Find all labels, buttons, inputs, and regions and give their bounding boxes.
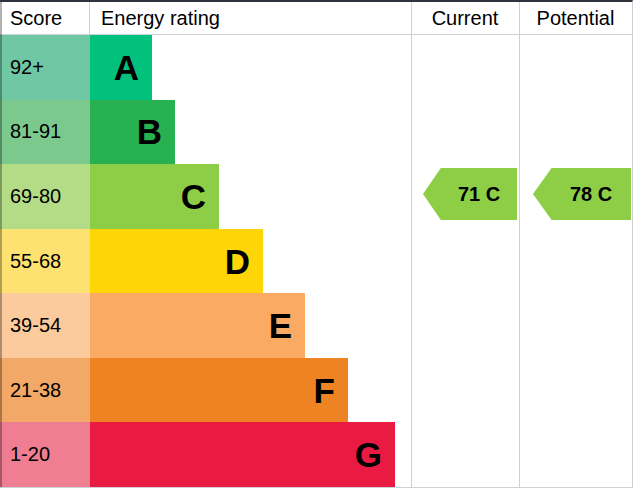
rating-bar-a: A: [90, 35, 152, 100]
rating-band-row: 55-68 D: [0, 229, 632, 294]
rating-letter-f: F: [314, 373, 335, 408]
chart-header: Score Energy rating Current Potential: [0, 2, 632, 35]
rating-bar-c: C: [90, 164, 219, 229]
rating-bands: 92+ A 81-91 B 69-80 C 55-68 D 39-54 E 21-38 F 1-20 G: [0, 35, 632, 487]
score-range-c: 69-80: [0, 164, 90, 229]
epc-rating-chart: Score Energy rating Current Potential 92…: [0, 0, 633, 488]
current-column-divider: [411, 2, 412, 487]
rating-band-row: 39-54 E: [0, 293, 632, 358]
rating-letter-e: E: [269, 308, 292, 343]
potential-rating-label: 78 C: [570, 183, 612, 206]
score-range-d: 55-68: [0, 229, 90, 294]
potential-column-divider: [519, 2, 520, 487]
rating-letter-c: C: [181, 179, 206, 214]
rating-bar-d: D: [90, 229, 263, 294]
rating-letter-d: D: [225, 244, 250, 279]
rating-band-row: 21-38 F: [0, 358, 632, 423]
score-range-e: 39-54: [0, 293, 90, 358]
rating-letter-b: B: [137, 114, 162, 149]
rating-band-row: 81-91 B: [0, 100, 632, 165]
current-rating-label: 71 C: [458, 183, 500, 206]
score-range-b: 81-91: [0, 100, 90, 165]
score-range-a: 92+: [0, 35, 90, 100]
score-column-header: Score: [0, 2, 90, 34]
rating-band-row: 92+ A: [0, 35, 632, 100]
rating-letter-g: G: [355, 437, 382, 472]
rating-bar-e: E: [90, 293, 305, 358]
current-column-header: Current: [411, 2, 519, 34]
potential-rating-arrow: 78 C: [533, 168, 631, 220]
rating-bar-g: G: [90, 422, 395, 487]
rating-band-row: 1-20 G: [0, 422, 632, 487]
rating-bar-b: B: [90, 100, 175, 165]
score-range-g: 1-20: [0, 422, 90, 487]
score-range-f: 21-38: [0, 358, 90, 423]
rating-letter-a: A: [114, 50, 139, 85]
rating-bar-f: F: [90, 358, 348, 423]
current-rating-arrow: 71 C: [423, 168, 517, 220]
potential-column-header: Potential: [519, 2, 632, 34]
energy-rating-column-header: Energy rating: [90, 2, 411, 34]
